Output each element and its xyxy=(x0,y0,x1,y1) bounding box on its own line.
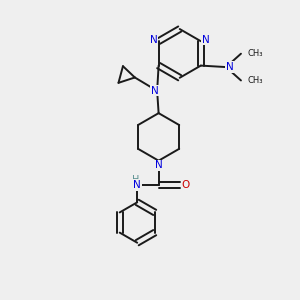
Text: N: N xyxy=(202,35,209,45)
Text: N: N xyxy=(133,180,141,190)
Text: H: H xyxy=(132,175,140,185)
Text: N: N xyxy=(226,62,233,72)
Text: N: N xyxy=(150,35,158,45)
Text: N: N xyxy=(155,160,163,170)
Text: CH₃: CH₃ xyxy=(248,76,263,85)
Text: N: N xyxy=(151,86,159,96)
Text: O: O xyxy=(182,180,190,190)
Text: CH₃: CH₃ xyxy=(248,49,263,58)
